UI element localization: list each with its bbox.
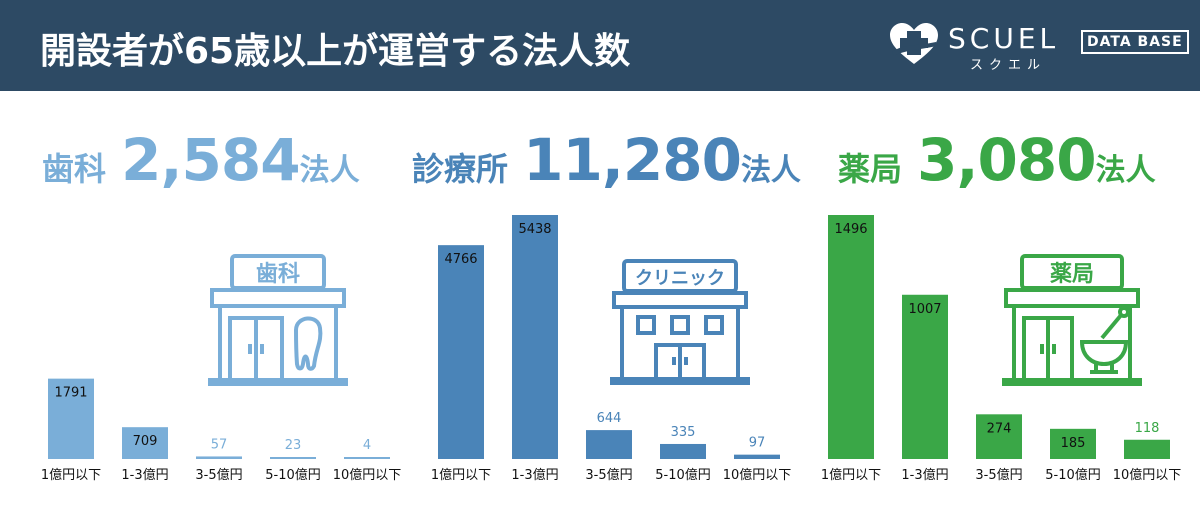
pharmacy-bar-3 xyxy=(976,414,1022,459)
clinic-total: 11,280 xyxy=(523,126,742,194)
logo-kana: スクエル xyxy=(970,58,1047,73)
dental-category-label-1: 1億円以下 xyxy=(41,467,101,483)
pharmacy-bar-4 xyxy=(1050,428,1096,459)
dental-value-label-1: 1791 xyxy=(54,386,87,401)
dental-value-label-2: 709 xyxy=(133,434,158,449)
dental-category-label-3: 3-5億円 xyxy=(195,467,242,483)
clinic-value-label-3: 644 xyxy=(597,411,622,426)
pharmacy-value-label-3: 274 xyxy=(987,421,1012,436)
clinic-category-label-5: 10億円以下 xyxy=(723,467,792,483)
pharmacy-bar-1 xyxy=(828,215,874,459)
clinic-value-label-4: 335 xyxy=(671,425,696,440)
pharmacy-value-label-4: 185 xyxy=(1061,436,1086,451)
clinic-category-label-1: 1億円以下 xyxy=(431,467,491,483)
dental-unit: 法人 xyxy=(299,153,360,188)
scuel-logo: SCUEL DATA BASE スクエル xyxy=(888,20,1189,76)
clinic-bar-4 xyxy=(660,443,706,459)
pharmacy-label: 薬局 xyxy=(838,150,903,188)
logo-wordmark: SCUEL xyxy=(948,22,1060,55)
clinic-value-label-2: 5438 xyxy=(518,222,551,237)
dental-bar-1 xyxy=(48,378,94,459)
clinic-bar-chart: 4766 1億円以下 5438 1-3億円 644 3-5億円 335 5-10億円 97 10億… xyxy=(431,215,792,483)
pharmacy-bar-chart: 1496 1億円以下 1007 1-3億円 274 3-5億円 185 5-10億円 118 10… xyxy=(821,215,1182,483)
pharmacy-category-label-2: 1-3億円 xyxy=(901,467,948,483)
dental-bar-5 xyxy=(344,457,390,459)
clinic-panel: 診療所 11,280法人 4766 1億円以下 5438 1-3億円 644 3-5億円 3… xyxy=(410,120,810,520)
header-bar: 開設者が65歳以上が運営する法人数 SCUEL DATA BASE スクエル xyxy=(0,0,1200,91)
clinic-value-label-1: 4766 xyxy=(444,252,477,267)
clinic-value-label-5: 97 xyxy=(749,436,766,451)
pharmacy-bar-2 xyxy=(902,294,948,459)
pharmacy-bar-5 xyxy=(1124,439,1170,459)
dental-value-label-3: 57 xyxy=(211,437,228,452)
dental-value-label-4: 23 xyxy=(285,438,302,453)
clinic-sign-text: クリニック xyxy=(635,268,725,289)
dental-category-label-2: 1-3億円 xyxy=(121,467,168,483)
pharmacy-building-icon: 薬局 xyxy=(1002,254,1142,386)
dental-label: 歯科 xyxy=(42,150,107,188)
clinic-label: 診療所 xyxy=(412,150,509,188)
pharmacy-value-label-1: 1496 xyxy=(834,222,867,237)
dental-bar-chart: 1791 1億円以下 709 1-3億円 57 3-5億円 23 5-10億円 4 10億円以下 xyxy=(41,378,402,483)
pharmacy-category-label-1: 1億円以下 xyxy=(821,467,881,483)
logo-database-badge: DATA BASE xyxy=(1081,30,1189,54)
pharmacy-category-label-5: 10億円以下 xyxy=(1113,467,1182,483)
clinic-bar-1 xyxy=(438,245,484,459)
dental-category-label-5: 10億円以下 xyxy=(333,467,402,483)
clinic-bar-2 xyxy=(512,215,558,459)
dental-panel: 歯科 2,584法人 1791 1億円以下 709 1-3億円 57 3-5億円 23 5-1… xyxy=(30,120,410,520)
pharmacy-category-label-4: 5-10億円 xyxy=(1045,467,1101,483)
pharmacy-category-label-3: 3-5億円 xyxy=(975,467,1022,483)
dental-bar-2 xyxy=(122,427,168,459)
dental-clinic-building-icon: 歯科 xyxy=(208,254,348,386)
page-title: 開設者が65歳以上が運営する法人数 xyxy=(40,31,631,72)
clinic-category-label-3: 3-5億円 xyxy=(585,467,632,483)
clinic-unit: 法人 xyxy=(740,153,801,188)
pharmacy-value-label-2: 1007 xyxy=(908,302,941,317)
clinic-building-icon: クリニック xyxy=(610,259,750,385)
pharmacy-value-label-5: 118 xyxy=(1135,421,1160,436)
dental-value-label-5: 4 xyxy=(363,438,371,453)
dental-bar-3 xyxy=(196,456,242,459)
dental-total: 2,584 xyxy=(121,126,300,194)
clinic-category-label-4: 5-10億円 xyxy=(655,467,711,483)
heart-cross-logo-icon xyxy=(890,23,938,64)
dental-bar-4 xyxy=(270,457,316,459)
pharmacy-unit: 法人 xyxy=(1095,153,1156,188)
dental-headline: 歯科 2,584法人 xyxy=(42,126,360,194)
clinic-bar-5 xyxy=(734,454,780,459)
pharmacy-sign-text: 薬局 xyxy=(1050,262,1094,287)
dental-category-label-4: 5-10億円 xyxy=(265,467,321,483)
pharmacy-total: 3,080 xyxy=(917,126,1096,194)
clinic-category-label-2: 1-3億円 xyxy=(511,467,558,483)
clinic-bar-3 xyxy=(586,430,632,459)
clinic-headline: 診療所 11,280法人 xyxy=(412,126,801,194)
pharmacy-panel: 薬局 3,080法人 1496 1億円以下 1007 1-3億円 274 3-5億円 185… xyxy=(810,120,1200,520)
dental-sign-text: 歯科 xyxy=(256,261,300,287)
pharmacy-headline: 薬局 3,080法人 xyxy=(838,126,1156,194)
